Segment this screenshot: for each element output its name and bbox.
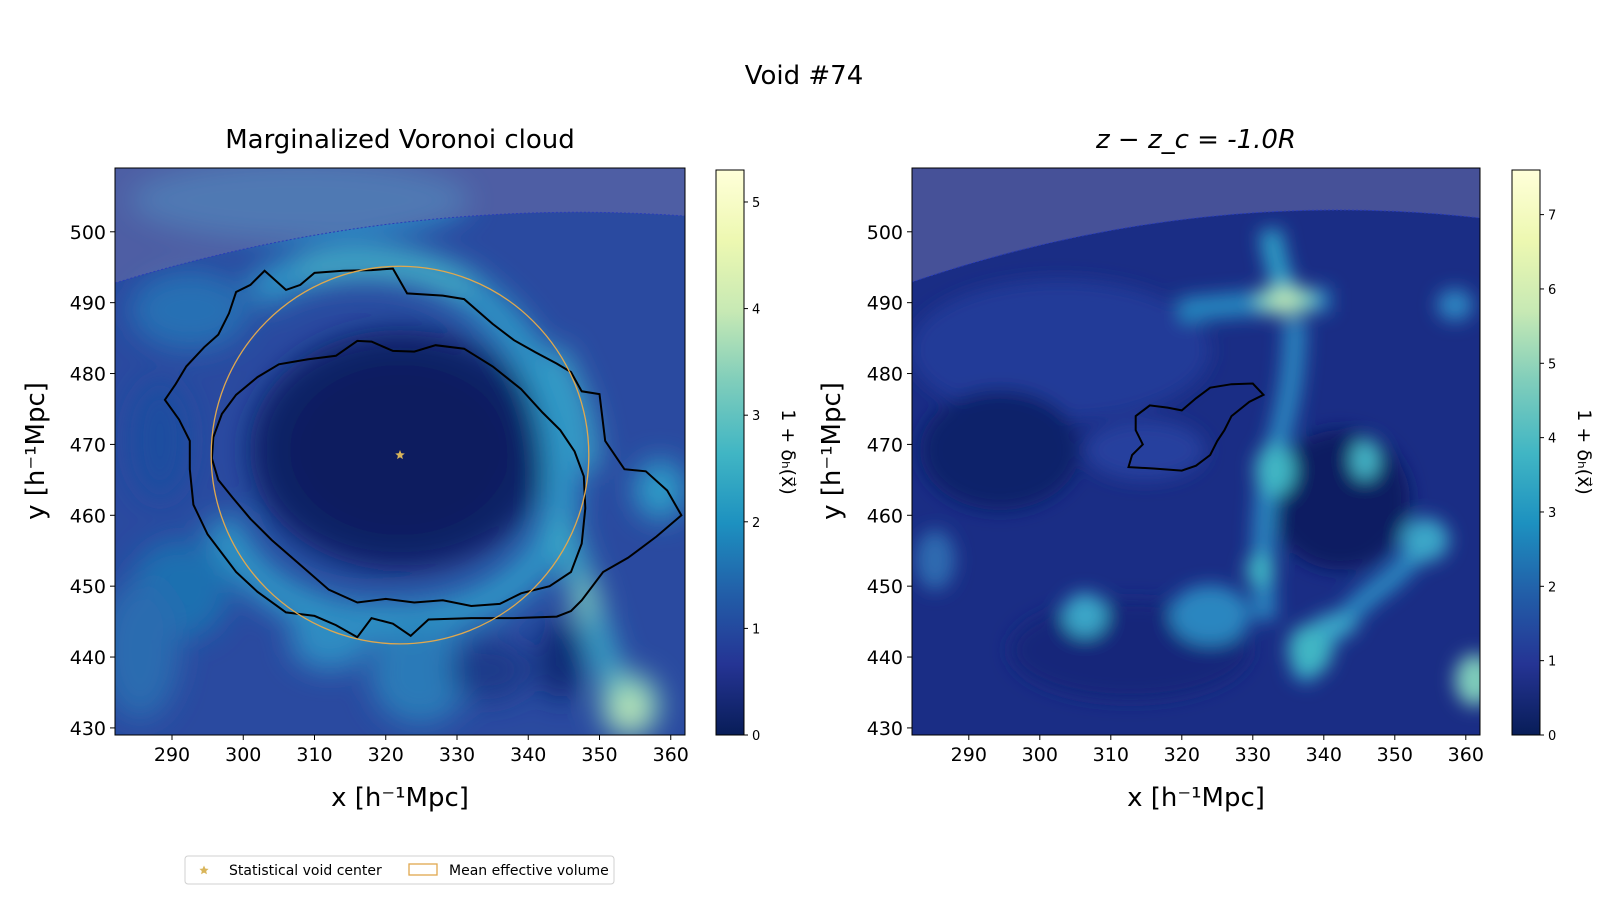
- y-tick-label: 480: [867, 364, 903, 386]
- right-colorbar-label: 1 + δₕ(x⃗): [1573, 409, 1595, 494]
- x-tick-label: 310: [296, 744, 332, 766]
- left-panel: Marginalized Voronoi cloud: [21, 125, 799, 813]
- x-tick-label: 340: [1306, 744, 1342, 766]
- left-colorbar: [716, 170, 744, 735]
- left-panel-title: Marginalized Voronoi cloud: [225, 125, 575, 155]
- right-y-axis-label: y [h⁻¹Mpc]: [817, 382, 847, 520]
- void-center-star: [395, 450, 405, 460]
- y-tick-label: 490: [70, 293, 106, 315]
- left-y-axis-label: y [h⁻¹Mpc]: [21, 382, 51, 520]
- x-tick-label: 300: [225, 744, 261, 766]
- x-tick-label: 360: [653, 744, 689, 766]
- y-tick-label: 460: [867, 505, 903, 527]
- x-tick-label: 320: [1164, 744, 1200, 766]
- y-tick-label: 480: [70, 364, 106, 386]
- legend-label-void-center: Statistical void center: [229, 863, 382, 879]
- colorbar-tick-label: 5: [752, 196, 760, 211]
- right-plot-frame: [911, 167, 1481, 736]
- x-tick-label: 350: [581, 744, 617, 766]
- y-tick-label: 430: [70, 718, 106, 740]
- x-tick-label: 330: [1235, 744, 1271, 766]
- colorbar-tick-label: 2: [752, 516, 760, 531]
- y-tick-label: 450: [70, 576, 106, 598]
- legend-star-marker: [199, 865, 209, 875]
- colorbar-tick-label: 1: [1548, 655, 1556, 670]
- legend: Statistical void center Mean effective v…: [184, 855, 615, 885]
- x-tick-label: 290: [951, 744, 987, 766]
- y-tick-label: 470: [70, 434, 106, 456]
- x-tick-label: 340: [510, 744, 546, 766]
- outer-density-contour: [163, 267, 683, 639]
- colorbar-tick-label: 7: [1548, 209, 1556, 224]
- colorbar-tick-label: 4: [1548, 432, 1556, 447]
- y-tick-label: 450: [867, 576, 903, 598]
- left-x-axis-label: x [h⁻¹Mpc]: [331, 783, 469, 813]
- x-tick-label: 310: [1093, 744, 1129, 766]
- colorbar-tick-label: 3: [1548, 506, 1556, 521]
- x-tick-label: 350: [1377, 744, 1413, 766]
- x-tick-label: 330: [439, 744, 475, 766]
- x-tick-label: 300: [1022, 744, 1058, 766]
- y-tick-label: 440: [867, 647, 903, 669]
- density-contour: [1127, 382, 1266, 472]
- right-survey-mask: [912, 168, 1480, 282]
- right-x-axis-label: x [h⁻¹Mpc]: [1127, 783, 1265, 813]
- x-tick-label: 360: [1448, 744, 1484, 766]
- colorbar-tick-label: 2: [1548, 580, 1556, 595]
- right-panel: z − z_c = -1.0R: [817, 125, 1595, 813]
- inner-density-contour: [210, 339, 587, 608]
- colorbar-tick-label: 1: [752, 622, 760, 637]
- figure-title: Void #74: [745, 61, 864, 91]
- left-survey-mask: [115, 168, 685, 283]
- legend-circle-marker: [408, 863, 438, 876]
- colorbar-tick-label: 3: [752, 409, 760, 424]
- y-tick-label: 430: [867, 718, 903, 740]
- left-colorbar-label: 1 + δₕ(x⃗): [777, 409, 799, 494]
- legend-label-effective-volume: Mean effective volume: [449, 863, 609, 879]
- right-colorbar: [1512, 170, 1540, 735]
- y-tick-label: 500: [70, 222, 106, 244]
- left-density-map: [115, 168, 685, 735]
- legend-box: [184, 855, 615, 885]
- y-tick-label: 500: [867, 222, 903, 244]
- x-tick-label: 290: [154, 744, 190, 766]
- left-plot-frame: [114, 167, 686, 736]
- y-tick-label: 440: [70, 647, 106, 669]
- colorbar-tick-label: 5: [1548, 357, 1556, 372]
- colorbar-tick-label: 6: [1548, 283, 1556, 298]
- x-tick-label: 320: [368, 744, 404, 766]
- colorbar-tick-label: 0: [1548, 729, 1556, 744]
- y-tick-label: 490: [867, 293, 903, 315]
- colorbar-tick-label: 0: [752, 729, 760, 744]
- mean-effective-volume-circle: [210, 265, 590, 645]
- y-tick-label: 460: [70, 505, 106, 527]
- y-tick-label: 470: [867, 434, 903, 456]
- colorbar-tick-label: 4: [752, 303, 760, 318]
- right-panel-title: z − z_c = -1.0R: [1095, 125, 1296, 155]
- right-density-map: [912, 168, 1480, 735]
